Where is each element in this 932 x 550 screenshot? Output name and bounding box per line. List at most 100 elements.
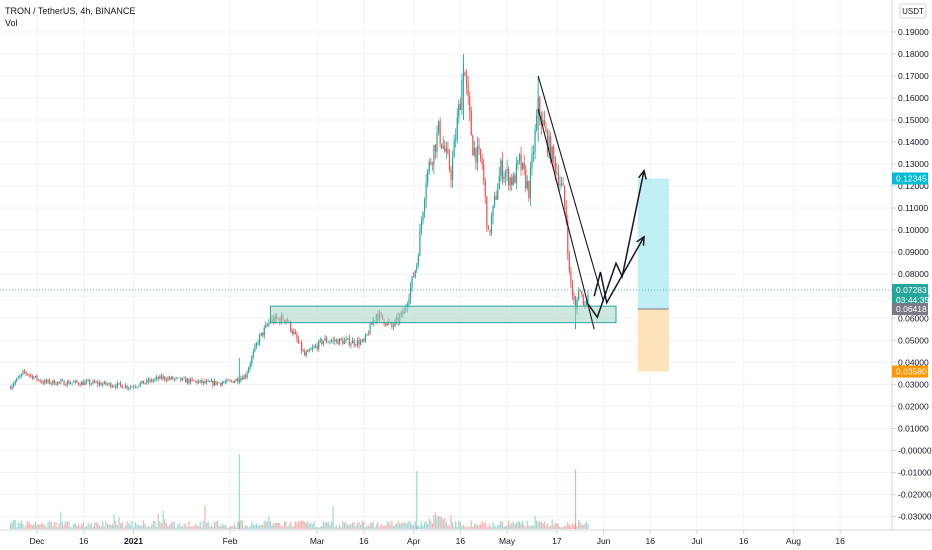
volume-bar xyxy=(77,523,80,529)
volume-bar xyxy=(263,520,265,529)
volume-bar xyxy=(133,527,135,529)
volume-bar xyxy=(221,524,223,529)
time-axis[interactable]: Dec 16 2021 Feb Mar 16 Apr 16 May 17 Jun 16 Jul 16 Aug… xyxy=(29,530,845,546)
volume-bar xyxy=(462,524,465,529)
candle-body xyxy=(408,298,410,305)
candle-body xyxy=(93,381,96,383)
price-tick-label: 0.04000 xyxy=(898,357,929,367)
last-price-badge-label: 0.07283 xyxy=(896,285,927,295)
candle-body xyxy=(290,321,292,331)
candle-body xyxy=(534,129,536,153)
candle-body xyxy=(110,383,112,388)
price-tick-label: 0.17000 xyxy=(898,71,929,81)
volume-bar xyxy=(207,521,209,529)
volume-bar xyxy=(453,527,455,529)
volume-bar xyxy=(330,521,333,529)
candle-body xyxy=(137,385,140,387)
candle-body xyxy=(13,383,15,387)
candle-body xyxy=(23,371,26,373)
candle-body xyxy=(207,381,209,382)
volume-bar xyxy=(366,525,368,529)
candle-body xyxy=(437,121,440,133)
volume-bar xyxy=(406,523,409,529)
candle-body xyxy=(224,381,226,383)
price-tick-label: 0.15000 xyxy=(898,115,929,125)
volume-bar xyxy=(123,527,125,529)
candle-body xyxy=(185,378,187,383)
volume-bar xyxy=(411,524,413,529)
volume-bar xyxy=(550,525,552,529)
volume-bar xyxy=(338,524,341,529)
candle-body xyxy=(103,381,105,384)
candle-body xyxy=(183,378,185,379)
volume-bar xyxy=(444,518,446,529)
candle-body xyxy=(141,380,143,383)
volume-bar xyxy=(529,526,532,529)
currency-button[interactable] xyxy=(899,3,927,19)
candle-body xyxy=(30,375,32,376)
candle-body xyxy=(416,264,418,271)
candle-body xyxy=(511,177,513,185)
volume-bar xyxy=(367,525,370,529)
volume-bar xyxy=(218,525,220,529)
volume-bar xyxy=(434,512,437,529)
candle-body xyxy=(34,375,37,378)
candle-body xyxy=(327,341,329,343)
candle-body xyxy=(41,381,43,383)
volume-bar xyxy=(17,522,19,529)
volume-bar xyxy=(255,523,258,529)
candle-body xyxy=(193,379,195,382)
candle-body xyxy=(237,378,239,382)
candle-body xyxy=(255,343,258,346)
candle-body xyxy=(447,148,449,154)
volume-bar xyxy=(181,526,184,529)
candle-body xyxy=(409,286,412,299)
volume-bar xyxy=(25,524,27,529)
volume-bar xyxy=(50,521,52,529)
last-price-badge xyxy=(892,284,928,307)
candle-body xyxy=(413,276,415,278)
volume-bar xyxy=(451,522,454,529)
volume-bar xyxy=(282,526,284,529)
candle-body xyxy=(164,376,166,380)
volume-bar xyxy=(55,521,57,529)
volume-bar xyxy=(447,525,449,529)
candle-body xyxy=(194,381,196,382)
volume-bar xyxy=(121,521,123,529)
volume-bar xyxy=(442,519,444,529)
candle-body xyxy=(459,104,461,110)
candle-body xyxy=(45,380,48,383)
candle-body xyxy=(565,205,567,222)
candle-body xyxy=(356,340,358,346)
candle-body xyxy=(472,135,474,156)
candle-body xyxy=(480,149,482,159)
time-tick-label: 16 xyxy=(646,536,656,546)
volume-bar xyxy=(102,521,104,529)
volume-bar xyxy=(285,521,287,529)
candle-body xyxy=(304,351,306,356)
price-axis[interactable]: 0.19000 0.18000 0.17000 0.16000 0.15000 0.140… xyxy=(892,27,932,522)
candle-body xyxy=(536,116,538,130)
volume-bar xyxy=(212,527,214,529)
candle-body xyxy=(422,212,424,222)
volume-bar xyxy=(400,523,402,529)
candle-body xyxy=(100,382,102,386)
candle-body xyxy=(310,349,312,351)
candle-body xyxy=(433,145,435,165)
candle-body xyxy=(475,147,477,163)
volume-bar xyxy=(553,525,555,529)
candle-body xyxy=(229,380,231,382)
candle-body xyxy=(439,121,441,144)
candle-body xyxy=(133,386,135,388)
volume-bar xyxy=(311,523,314,529)
candle-body xyxy=(570,270,572,284)
volume-bar xyxy=(391,520,393,529)
volume-bar xyxy=(95,521,97,529)
volume-bar xyxy=(559,526,561,529)
candle-body xyxy=(483,164,485,181)
candle-body xyxy=(108,383,110,385)
volume-bar xyxy=(334,526,336,529)
volume-bar xyxy=(286,526,289,529)
volume-bar xyxy=(478,524,480,529)
